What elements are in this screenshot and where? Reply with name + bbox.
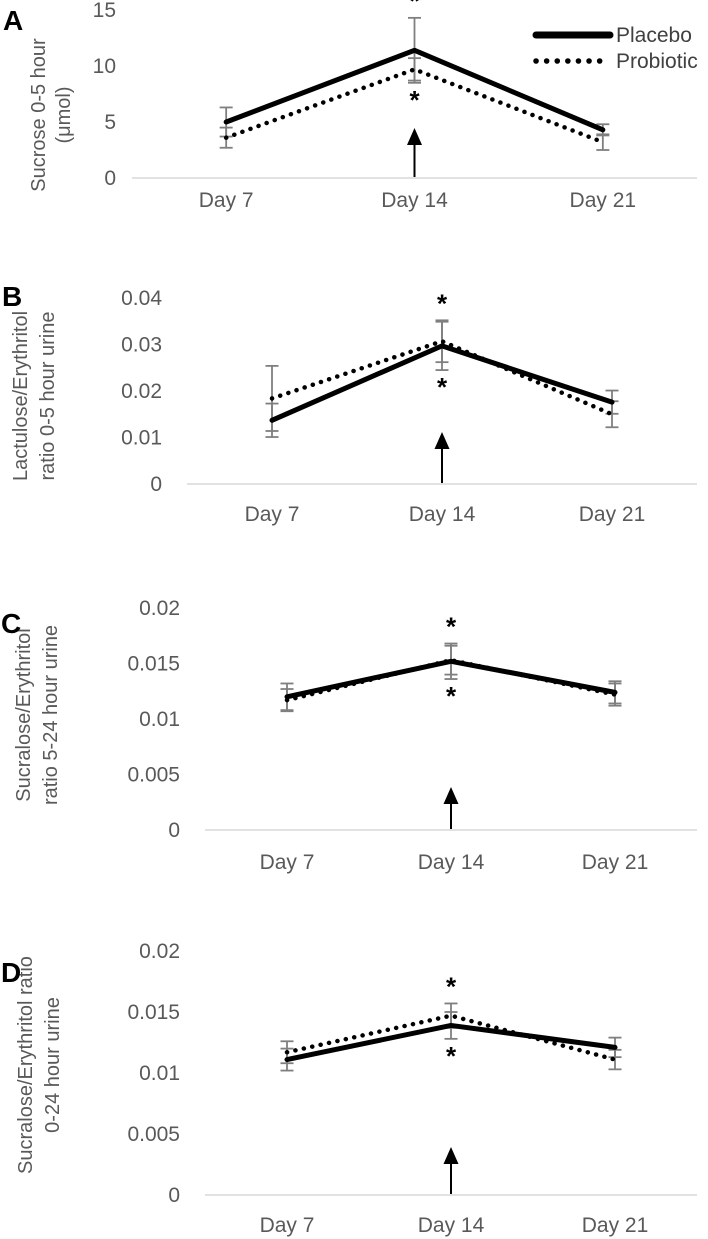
y-tick-label: 0.015	[127, 1001, 180, 1024]
panel-letter-d: D	[1, 957, 21, 988]
x-tick-label: Day 14	[418, 851, 485, 874]
error-bar-probiotic	[608, 1048, 622, 1071]
significance-asterisk-top: *	[437, 288, 448, 318]
y-tick-label: 0.015	[127, 653, 180, 676]
y-tick-label: 0.005	[127, 1123, 180, 1146]
series-line-probiotic	[269, 338, 615, 417]
series-line-placebo	[284, 658, 618, 700]
significance-asterisk-bottom: *	[446, 1041, 457, 1071]
arrow-head	[443, 1147, 459, 1164]
x-tick-label: Day 7	[245, 503, 300, 526]
y-tick-label: 0.02	[139, 940, 180, 963]
y-tick-label: 15	[93, 0, 116, 22]
y-axis-title-line1: Sucralose/Erythritol	[13, 628, 35, 801]
y-axis-title-line1: Lactulose/Erythritol	[10, 311, 32, 481]
legend-label: Placebo	[616, 24, 692, 47]
x-tick-label: Day 7	[260, 1214, 315, 1237]
arrow-head	[407, 128, 422, 145]
series-line-placebo	[269, 343, 615, 423]
y-tick-label: 0.005	[127, 764, 180, 787]
y-axis-title-line1: Sucralose/Erythritol ratio	[15, 956, 37, 1174]
y-tick-label: 0.04	[121, 287, 162, 310]
y-tick-label: 0.03	[121, 334, 162, 357]
intervention-arrow	[434, 432, 450, 483]
significance-asterisk-top: *	[446, 612, 457, 642]
significance-asterisk-top: *	[446, 971, 457, 1001]
intervention-arrow	[443, 787, 459, 829]
y-tick-label: 0	[150, 473, 162, 496]
panel-b: Lactulose/Erythritol ratio 0-5 hour urine	[10, 311, 697, 485]
x-tick-label: Day 14	[381, 189, 448, 212]
x-tick-label: Day 14	[418, 1214, 485, 1237]
x-tick-label: Day 21	[579, 503, 646, 526]
legend-label: Probiotic	[616, 50, 698, 73]
arrow-head	[434, 432, 450, 449]
panel-d: Sucralose/Erythritol ratio 0-24 hour urin…	[15, 956, 697, 1196]
significance-asterisk-bottom: *	[437, 372, 448, 402]
series-line-probiotic	[223, 67, 606, 145]
x-tick-label: Day 21	[582, 851, 649, 874]
y-axis-title-line2: (μmol)	[53, 86, 75, 143]
x-tick-label: Day 21	[570, 189, 637, 212]
x-tick-label: Day 21	[582, 1214, 649, 1237]
panel-c: Sucralose/Erythritol ratio 5-24 hour urin…	[13, 625, 697, 831]
significance-asterisk-bottom: *	[446, 681, 457, 711]
y-axis-title-line2: 0-24 hour urine	[42, 997, 64, 1133]
x-tick-label: Day 7	[260, 851, 315, 874]
intervention-arrow	[407, 128, 422, 177]
y-tick-label: 10	[93, 55, 116, 78]
series-line-placebo	[284, 1022, 618, 1063]
significance-asterisk-bottom: *	[409, 85, 420, 115]
y-tick-label: 0.01	[139, 708, 180, 731]
y-tick-label: 0.02	[139, 597, 180, 620]
y-tick-label: 0.01	[139, 1062, 180, 1085]
y-tick-label: 0.02	[121, 380, 162, 403]
panel-letter-c: C	[1, 608, 21, 639]
intervention-arrow	[443, 1147, 459, 1194]
y-tick-label: 5	[104, 111, 116, 134]
y-tick-label: 0	[168, 1184, 180, 1207]
y-tick-label: 0	[168, 819, 180, 842]
panel-a: Sucrose 0-5 hour (μmol)	[28, 16, 697, 192]
x-tick-label: Day 14	[409, 503, 476, 526]
series-line-placebo	[223, 47, 606, 133]
panel-letter-b: B	[2, 281, 22, 312]
y-tick-label: 0	[104, 167, 116, 190]
y-axis-title-line2: ratio 0-5 hour urine	[37, 312, 59, 481]
y-axis-title-line1: Sucrose 0-5 hour	[28, 38, 50, 192]
legend	[532, 31, 614, 64]
error-bar-probiotic	[596, 133, 610, 151]
significance-asterisk-top: *	[409, 0, 420, 16]
panel-letter-a: A	[3, 5, 23, 36]
arrow-head	[443, 787, 459, 804]
error-bar-probiotic	[408, 57, 421, 82]
x-tick-label: Day 7	[199, 189, 254, 212]
y-tick-label: 0.01	[121, 427, 162, 450]
y-axis-title-line2: ratio 5-24 hour urine	[40, 625, 62, 805]
